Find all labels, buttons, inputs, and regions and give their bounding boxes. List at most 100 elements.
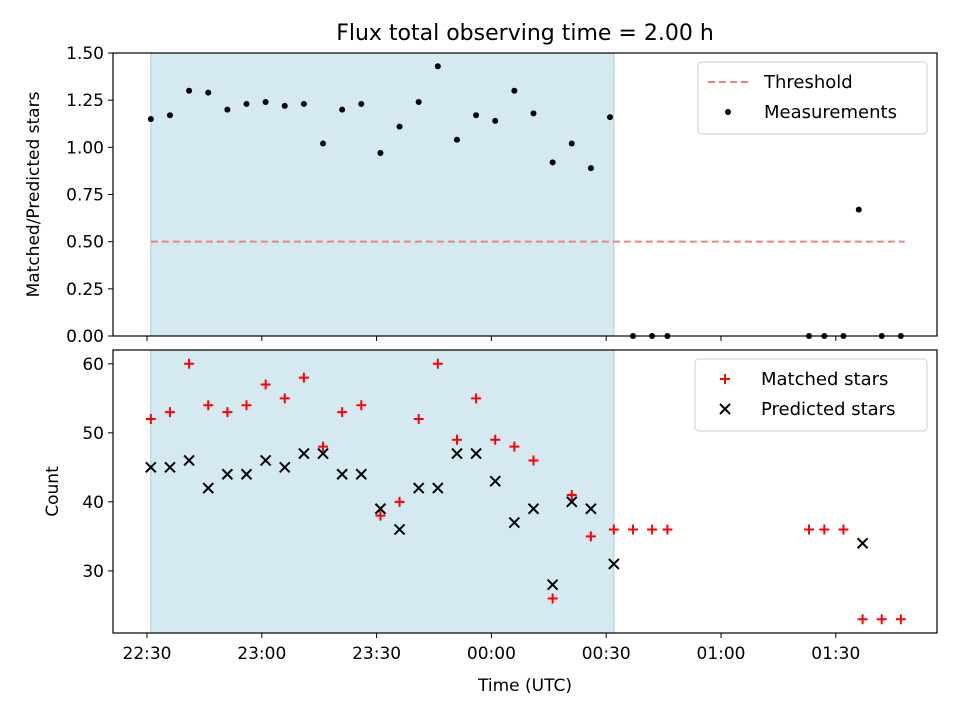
predicted-stars-point xyxy=(508,516,521,529)
measurement-point xyxy=(300,100,307,107)
panel-2-xtick-label: 22:30 xyxy=(123,644,172,664)
legend-label: Matched stars xyxy=(761,369,888,390)
measurement-point xyxy=(262,99,269,106)
panel-2-shaded-interval xyxy=(150,349,615,634)
matched-stars-point xyxy=(337,407,348,418)
measurement-point xyxy=(453,136,460,143)
chart-title: Flux total observing time = 2.00 h xyxy=(336,21,714,46)
panel-2-ylabel: Count xyxy=(43,466,63,517)
matched-stars-point xyxy=(471,393,482,404)
measurement-point xyxy=(358,100,365,107)
measurement-point xyxy=(415,99,422,106)
panel-1-legend-box xyxy=(697,61,928,135)
measurement-point xyxy=(607,114,614,121)
panel-2-xtick-label: 00:30 xyxy=(582,644,631,664)
matched-stars-point xyxy=(318,441,329,452)
measurement-point xyxy=(530,110,537,117)
predicted-stars-point xyxy=(546,578,559,591)
predicted-stars-point xyxy=(279,461,291,474)
measurement-point xyxy=(243,100,250,107)
matched-stars-point xyxy=(819,524,830,535)
matched-stars-point xyxy=(203,400,214,411)
matched-stars-point xyxy=(451,434,462,445)
measurement-point xyxy=(587,165,594,172)
measurement-point xyxy=(147,116,154,123)
predicted-stars-point xyxy=(240,468,253,480)
measurement-point xyxy=(224,106,231,113)
predicted-stars-point xyxy=(566,496,578,508)
predicted-stars-point xyxy=(374,503,387,515)
measurement-point xyxy=(339,106,346,113)
legend-label: Predicted stars xyxy=(761,399,895,420)
matched-stars-point xyxy=(876,614,887,625)
matched-stars-point xyxy=(895,614,906,625)
predicted-stars-point xyxy=(259,454,272,467)
panel-2-ytick-label: 50 xyxy=(82,424,104,444)
panel-2-ytick-label: 30 xyxy=(82,562,104,582)
matched-stars-point xyxy=(647,524,658,535)
panel-2-xtick-label: 01:00 xyxy=(697,644,746,664)
predicted-stars-point xyxy=(298,447,310,460)
predicted-stars-point xyxy=(393,523,406,536)
legend-matched-swatch xyxy=(720,374,730,384)
legend-label: Measurements xyxy=(764,102,897,123)
panel-1-ytick-label: 1.25 xyxy=(66,91,104,111)
predicted-stars-point xyxy=(470,447,482,460)
matched-stars-point xyxy=(857,614,868,625)
predicted-stars-point xyxy=(412,482,425,494)
matched-stars-point xyxy=(222,407,233,418)
panel-1-ytick-label: 0.00 xyxy=(66,327,104,347)
predicted-stars-point xyxy=(527,503,540,515)
predicted-stars-point xyxy=(317,447,329,460)
predicted-stars-point xyxy=(164,461,176,474)
panel-2-ytick-label: 60 xyxy=(82,355,104,375)
matched-stars-point xyxy=(164,407,175,418)
panel-2-xtick-label: 23:00 xyxy=(237,644,286,664)
measurement-point xyxy=(166,112,173,119)
predicted-stars-point xyxy=(183,454,195,467)
panel-1-ylabel: Matched/Predicted stars xyxy=(24,91,44,297)
matched-stars-point xyxy=(432,358,443,369)
legend-predicted-swatch xyxy=(719,403,731,415)
panel-1-ytick-label: 1.50 xyxy=(66,44,104,64)
matched-stars-point xyxy=(509,441,520,452)
panel-1-ytick-label: 0.75 xyxy=(66,186,104,206)
matched-stars-point xyxy=(279,393,290,404)
measurement-point xyxy=(396,123,403,130)
matched-stars-point xyxy=(585,531,596,542)
predicted-stars-point xyxy=(608,558,620,570)
matched-stars-point xyxy=(394,496,405,507)
panel-2-legend-box xyxy=(694,358,928,432)
measurement-point xyxy=(511,87,518,94)
predicted-stars-point xyxy=(336,468,348,480)
matched-stars-point xyxy=(662,524,673,535)
matched-stars-point xyxy=(241,400,252,411)
matched-stars-point xyxy=(145,414,156,425)
measurement-point xyxy=(492,117,499,124)
matched-stars-point xyxy=(528,455,539,466)
measurement-point xyxy=(473,112,480,119)
measurement-point xyxy=(281,102,288,109)
panel-2-xtick-label: 01:30 xyxy=(811,644,860,664)
predicted-stars-point xyxy=(221,468,234,480)
x-axis-label: Time (UTC) xyxy=(477,676,572,696)
panel-2-axes-frame xyxy=(112,349,938,634)
measurement-point xyxy=(568,140,575,147)
measurement-point xyxy=(377,149,384,156)
matched-stars-point xyxy=(804,524,815,535)
legend-label: Threshold xyxy=(763,72,853,93)
matched-stars-point xyxy=(298,372,309,383)
predicted-stars-point xyxy=(202,482,214,494)
panel-2-xtick-label: 23:30 xyxy=(352,644,401,664)
matched-stars-point xyxy=(490,434,501,445)
matched-stars-point xyxy=(838,524,849,535)
measurement-point xyxy=(205,89,212,96)
panel-2-ytick-label: 40 xyxy=(82,493,104,513)
matched-stars-point xyxy=(608,524,619,535)
matched-stars-point xyxy=(375,510,386,521)
matched-stars-point xyxy=(547,593,558,604)
measurement-point xyxy=(434,63,441,70)
matched-stars-point xyxy=(356,400,367,411)
panel-1-shaded-interval xyxy=(150,52,615,337)
